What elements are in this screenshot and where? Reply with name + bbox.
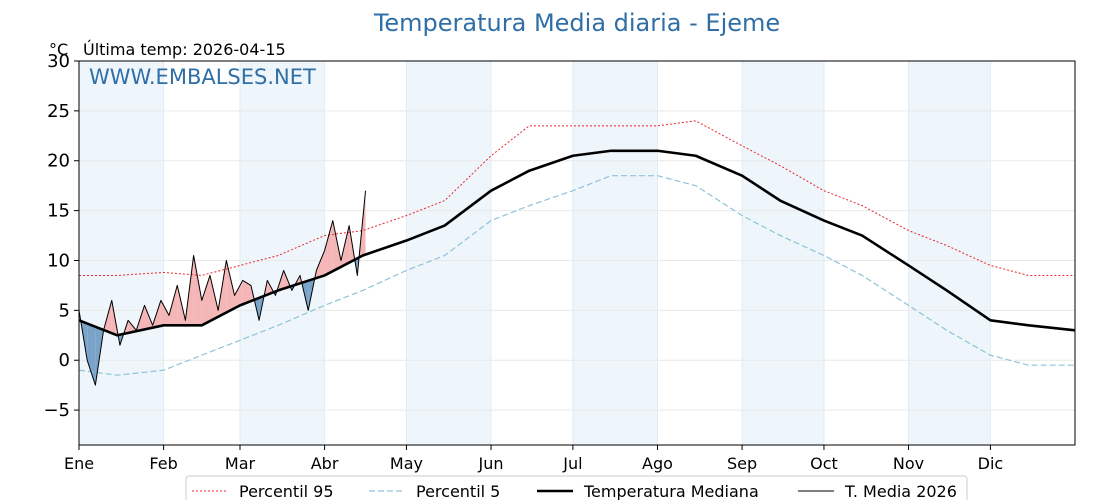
y-tick-label: 0: [59, 350, 70, 371]
month-label: Jun: [478, 454, 504, 473]
month-label: Abr: [311, 454, 339, 473]
month-band: [239, 61, 325, 445]
fill-above-median: [209, 275, 219, 322]
month-label: Feb: [149, 454, 177, 473]
month-band: [742, 61, 824, 445]
y-tick-label: 15: [47, 201, 70, 222]
last-temp-label: Última temp: 2026-04-15: [83, 40, 286, 59]
fill-above-median: [226, 260, 235, 313]
month-band: [908, 61, 991, 445]
month-band: [406, 61, 492, 445]
fill-above-median: [193, 255, 202, 326]
current-year-line: [78, 190, 367, 386]
plot-frame: [78, 60, 1076, 446]
fill-above-median: [160, 300, 170, 326]
watermark: WWW.EMBALSES.NET: [89, 65, 316, 89]
month-label: Nov: [893, 454, 924, 473]
fill-above-median: [234, 280, 243, 309]
month-band: [79, 61, 164, 445]
y-tick-label: 25: [47, 101, 70, 122]
grid-lines: [78, 60, 1075, 445]
legend-label-p5: Percentil 5: [416, 482, 500, 500]
month-label: Mar: [225, 454, 256, 473]
y-tick-label: 20: [47, 151, 70, 172]
y-tick-label: 5: [59, 300, 70, 321]
month-label: Dic: [978, 454, 1004, 473]
legend-label-median: Temperatura Mediana: [583, 482, 759, 500]
p95-line: [79, 120, 1075, 276]
x-axis: Ene Feb Mar Abr May Jun Jul Ago Sep Oct Nov Dic: [64, 445, 1003, 473]
y-tick-label: 30: [47, 51, 70, 72]
month-label: Ago: [642, 454, 673, 473]
month-label: Oct: [810, 454, 838, 473]
fill-above-median: [242, 280, 251, 305]
legend-box: [185, 475, 968, 500]
y-tick-label: 10: [47, 250, 70, 271]
month-label: Ene: [64, 454, 94, 473]
month-bands: [79, 61, 991, 445]
month-label: Sep: [727, 454, 757, 473]
y-axis: 30 25 20 15 10 5 0 −5: [43, 51, 79, 421]
y-tick-label: −5: [43, 400, 70, 421]
month-band: [572, 61, 658, 445]
legend-label-current: T. Media 2026: [844, 482, 957, 500]
median-line: [78, 149, 1076, 337]
month-label: May: [390, 454, 423, 473]
y-unit-label: °C: [49, 40, 68, 59]
fill-above-median: [169, 285, 178, 326]
p5-line: [78, 175, 1075, 376]
fill-above-median: [201, 275, 210, 326]
fill-above-median: [332, 220, 341, 272]
legend: Percentil 95 Percentil 5 Temperatura Media…: [185, 475, 968, 500]
month-label: Jul: [562, 454, 582, 473]
chart-title: Temperatura Media diaria - Ejeme: [373, 9, 780, 37]
fill-above-median: [316, 250, 325, 279]
series-lines: [78, 120, 1076, 386]
legend-label-p95: Percentil 95: [239, 482, 334, 500]
fill-below-median: [87, 323, 96, 386]
fill-above-median: [324, 220, 333, 276]
